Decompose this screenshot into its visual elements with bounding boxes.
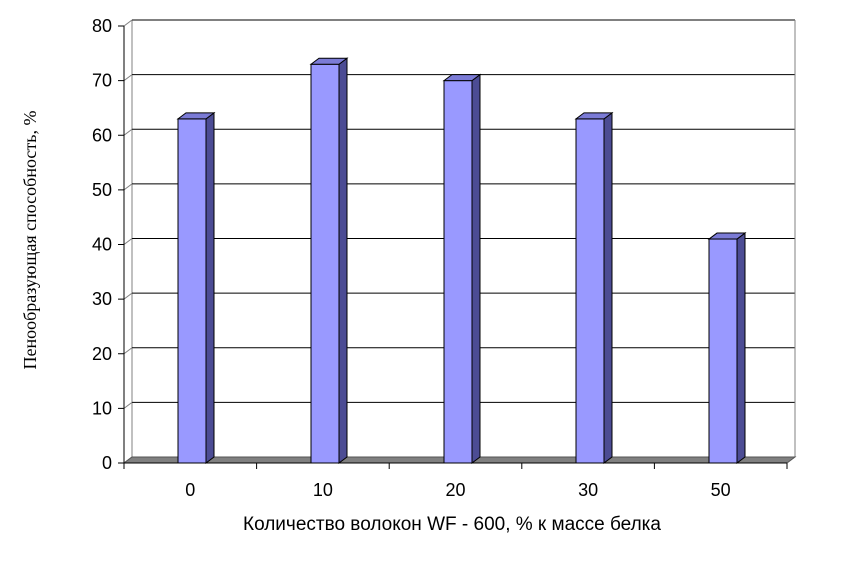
bar-side — [205, 111, 215, 464]
y-tick-label: 10 — [92, 398, 112, 418]
y-tick-label: 80 — [92, 16, 112, 36]
y-axis-title: Пенообразующая способность, % — [20, 111, 40, 370]
bar-side — [603, 111, 613, 464]
x-tick-label: 10 — [313, 480, 333, 500]
bar — [442, 73, 482, 464]
y-tick-label: 20 — [92, 344, 112, 364]
y-tick-label: 70 — [92, 71, 112, 91]
side-wall-gridline — [123, 347, 133, 355]
side-wall-gridline — [123, 238, 133, 245]
bar-front — [177, 118, 207, 464]
side-wall-gridline — [123, 128, 133, 136]
y-axis-ticks: 0 10 20 30 40 50 60 70 80 — [92, 16, 124, 473]
y-tick-label: 0 — [102, 453, 112, 473]
side-wall-gridline — [123, 19, 133, 27]
bar — [176, 111, 216, 464]
x-axis-ticks: 0 10 20 30 50 — [123, 463, 788, 500]
bar — [309, 57, 349, 464]
y-tick-label: 30 — [92, 289, 112, 309]
side-wall-gridline — [123, 74, 133, 82]
side-wall-gridline — [123, 401, 133, 409]
bar-front — [708, 238, 738, 464]
bars — [176, 57, 747, 464]
bar-side — [338, 57, 348, 464]
bar-top — [309, 57, 349, 65]
bar-top — [707, 232, 747, 240]
bar-front — [310, 63, 340, 464]
x-tick-label: 20 — [445, 480, 465, 500]
y-tick-label: 60 — [92, 125, 112, 145]
x-axis-title: Количество волокон WF - 600, % к массе б… — [243, 514, 661, 535]
side-wall-gridline — [123, 183, 133, 191]
side-wall-gridline — [123, 292, 133, 300]
bar-front — [575, 118, 605, 464]
bar-top — [442, 74, 482, 82]
bar-front — [443, 80, 473, 464]
x-tick-label: 30 — [578, 480, 598, 500]
x-tick-label: 50 — [711, 480, 731, 500]
y-tick-label: 50 — [92, 180, 112, 200]
bar-top — [176, 112, 216, 120]
bar-side — [471, 73, 481, 464]
bar — [574, 111, 614, 464]
bar-top — [574, 112, 614, 120]
bar — [707, 232, 747, 464]
bar-side — [736, 232, 746, 464]
y-tick-label: 40 — [92, 235, 112, 255]
x-tick-label: 0 — [185, 480, 195, 500]
